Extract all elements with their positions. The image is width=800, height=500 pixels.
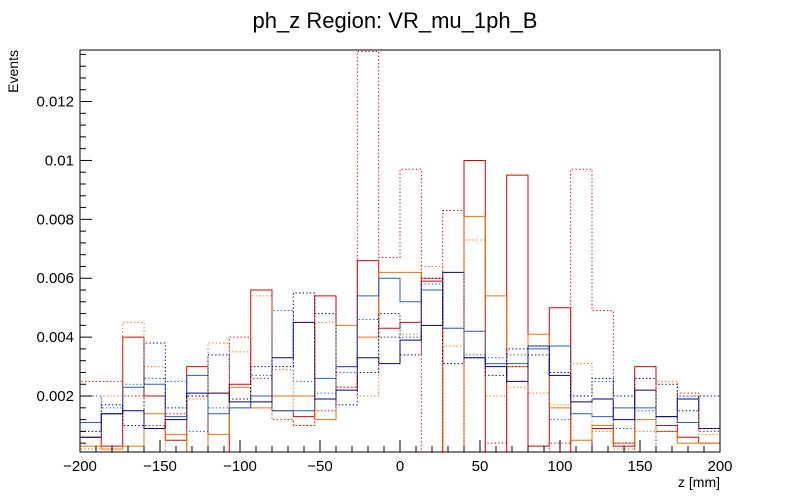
x-tick-label: 200 <box>707 458 732 475</box>
y-axis-label: Events <box>5 50 21 93</box>
series-orange-dotted <box>79 239 721 453</box>
y-tick-label: 0.002 <box>36 388 74 405</box>
series-blue-dotted <box>79 283 721 452</box>
series-line <box>79 50 721 453</box>
series-line <box>79 283 721 452</box>
x-tick-label: 100 <box>547 458 572 475</box>
plot-frame <box>79 49 721 453</box>
y-tick-label: 0.01 <box>45 152 74 169</box>
x-tick-label: −100 <box>223 458 257 475</box>
y-tick-label: 0.008 <box>36 211 74 228</box>
x-tick-label: 0 <box>396 458 404 475</box>
series-blue-solid <box>79 277 721 452</box>
series-navy-dotted <box>79 277 721 452</box>
axes-layer: −200 −150 −100 −50 0 50 100 150 200 0.002 0.004 0.0… <box>36 53 733 475</box>
series-line <box>79 277 721 452</box>
y-tick-label: 0.012 <box>36 94 74 111</box>
x-tick-label: −50 <box>307 458 332 475</box>
series-red-dotted <box>79 50 721 453</box>
x-tick-label: −150 <box>143 458 177 475</box>
y-tick-label: 0.006 <box>36 270 74 287</box>
series-navy-solid <box>79 271 721 452</box>
chart-title: ph_z Region: VR_mu_1ph_B <box>253 8 538 33</box>
series-line <box>79 271 721 452</box>
series-line <box>79 277 721 452</box>
series-line <box>79 239 721 453</box>
x-axis-label: z [mm] <box>678 474 720 490</box>
x-tick-label: 150 <box>627 458 652 475</box>
y-tick-label: 0.004 <box>36 329 74 346</box>
series-layer <box>79 50 721 453</box>
x-tick-label: −200 <box>63 458 97 475</box>
x-tick-label: 50 <box>472 458 489 475</box>
